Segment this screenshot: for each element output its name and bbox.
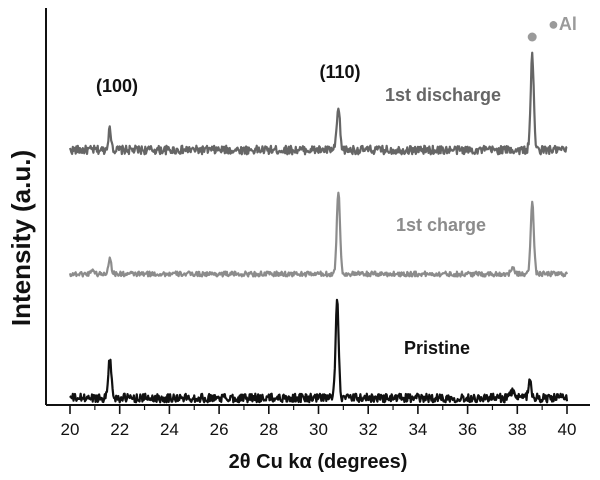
series-line-pristine	[69, 298, 569, 404]
x-tick-label: 40	[558, 420, 577, 439]
x-tick-label: 34	[408, 420, 427, 439]
x-tick-label: 20	[61, 420, 80, 439]
series-line-1st-charge	[68, 191, 569, 278]
x-tick-label: 30	[309, 420, 328, 439]
series-line-1st-discharge	[68, 51, 568, 156]
x-axis: 20 22 24 26 28 30 32 34 36 38 40	[45, 8, 590, 439]
series-label-pristine: Pristine	[404, 338, 470, 358]
x-tick-label: 26	[210, 420, 229, 439]
x-tick-label: 32	[359, 420, 378, 439]
peak-label-100: (100)	[96, 76, 138, 96]
al-peak-marker	[527, 32, 537, 42]
x-tick-label: 36	[458, 420, 477, 439]
x-tick-label: 22	[110, 420, 129, 439]
x-axis-label: 2θ Cu kα (degrees)	[229, 451, 408, 473]
series-layer	[68, 32, 569, 404]
series-label-1st-charge: 1st charge	[396, 215, 486, 235]
x-tick-label: 28	[259, 420, 278, 439]
x-tick-label: 24	[160, 420, 179, 439]
al-marker-label: ●Al	[548, 14, 577, 34]
y-axis-label: Intensity (a.u.)	[6, 150, 36, 326]
x-tick-label: 38	[508, 420, 527, 439]
series-label-1st-discharge: 1st discharge	[385, 85, 501, 105]
peak-label-110: (110)	[319, 62, 360, 82]
